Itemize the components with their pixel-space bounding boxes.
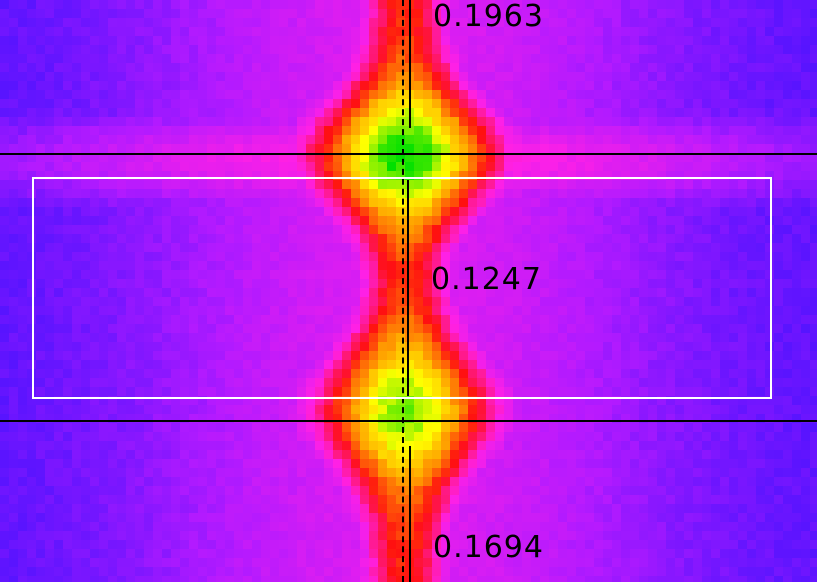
- selection-rectangle[interactable]: [32, 177, 772, 399]
- lower-cut-line[interactable]: [0, 420, 817, 422]
- bottom-value-label: 0.1694: [433, 530, 544, 565]
- dashed-center-line: [402, 0, 404, 582]
- middle-profile-line: [407, 180, 409, 396]
- top-profile-line: [409, 0, 411, 128]
- bottom-profile-line: [409, 446, 411, 582]
- top-value-label: 0.1963: [433, 0, 544, 34]
- upper-cut-line[interactable]: [0, 153, 817, 155]
- middle-value-label: 0.1247: [431, 262, 542, 297]
